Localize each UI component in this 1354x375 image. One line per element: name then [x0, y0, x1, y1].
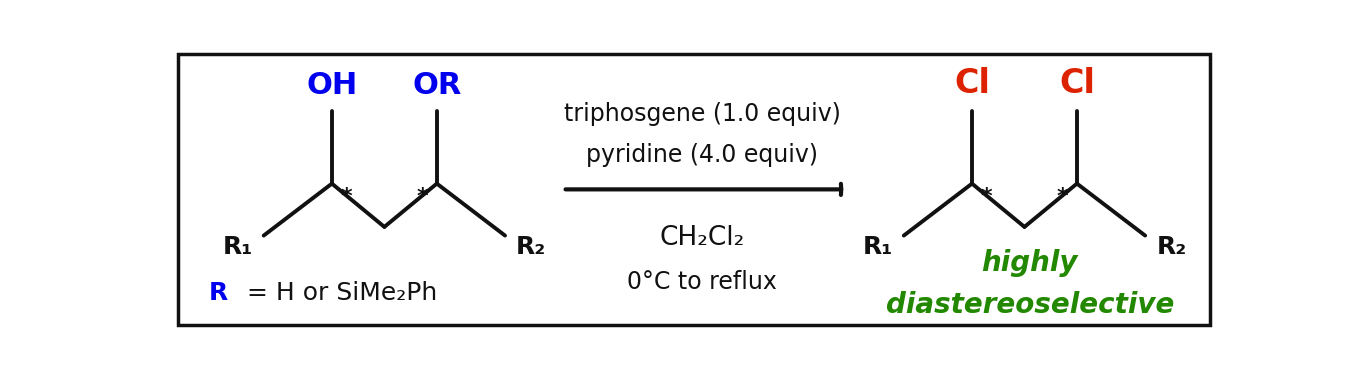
Text: Cl: Cl	[1059, 67, 1095, 100]
Text: highly: highly	[982, 249, 1078, 277]
Text: *: *	[416, 187, 428, 207]
Text: R₂: R₂	[1156, 235, 1186, 259]
Text: *: *	[980, 187, 992, 207]
Text: *: *	[1056, 187, 1068, 207]
Text: CH₂Cl₂: CH₂Cl₂	[659, 225, 745, 252]
Text: triphosgene (1.0 equiv): triphosgene (1.0 equiv)	[563, 102, 841, 126]
Text: Cl: Cl	[955, 67, 990, 100]
Text: OH: OH	[306, 71, 357, 100]
Text: R: R	[209, 281, 229, 305]
Text: OR: OR	[412, 71, 462, 100]
Text: = H or SiMe₂Ph: = H or SiMe₂Ph	[238, 281, 437, 305]
Text: *: *	[341, 187, 352, 207]
Text: R₁: R₁	[862, 235, 892, 259]
Text: 0°C to reflux: 0°C to reflux	[627, 270, 777, 294]
Text: R₂: R₂	[516, 235, 547, 259]
Text: diastereoselective: diastereoselective	[886, 291, 1174, 319]
Text: pyridine (4.0 equiv): pyridine (4.0 equiv)	[586, 143, 818, 167]
Text: R₁: R₁	[222, 235, 253, 259]
